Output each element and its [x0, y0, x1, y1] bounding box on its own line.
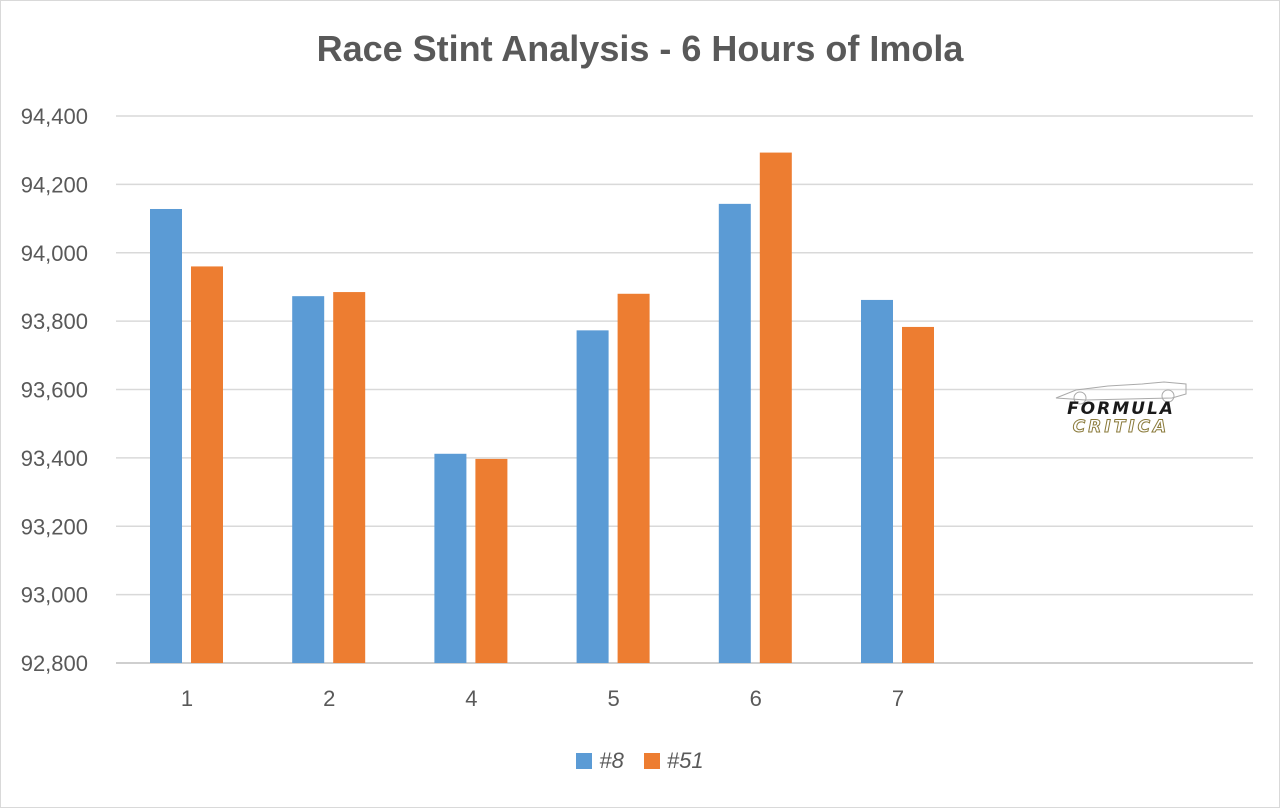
- legend-label-series-2: #51: [666, 748, 704, 773]
- bar-series-1: [576, 330, 609, 663]
- bar-series-1: [292, 296, 325, 663]
- bar-series-2: [333, 292, 366, 663]
- bar-series-1: [718, 203, 751, 663]
- x-tick-label: 4: [465, 686, 477, 711]
- race-car-icon: FORMULA CRITICA: [1055, 381, 1187, 436]
- legend-item-series-2: #51: [643, 748, 704, 774]
- y-tick-label: 94,400: [21, 104, 88, 129]
- legend-swatch-series-1: [576, 753, 593, 769]
- chart-title: Race Stint Analysis - 6 Hours of Imola: [316, 28, 964, 69]
- bar-series-1: [150, 208, 182, 664]
- legend: #8 #51: [0, 748, 1280, 774]
- x-tick-label: 6: [750, 686, 762, 711]
- legend-label-series-1: #8: [599, 748, 624, 773]
- x-tick-label: 5: [607, 686, 619, 711]
- bar-series-2: [759, 152, 792, 663]
- y-tick-label: 94,200: [21, 172, 88, 197]
- bar-series-1: [434, 453, 467, 663]
- x-tick-label: 7: [892, 686, 904, 711]
- logo-line-2: CRITICA: [1073, 417, 1169, 436]
- x-tick-label: 2: [323, 686, 335, 711]
- y-tick-label: 92,800: [21, 651, 88, 676]
- y-tick-label: 93,200: [21, 514, 88, 539]
- y-tick-label: 93,000: [21, 583, 88, 608]
- bar-series-2: [902, 326, 934, 663]
- y-tick-label: 93,800: [21, 309, 88, 334]
- bar-series-2: [475, 458, 508, 663]
- x-tick-label: 1: [181, 686, 193, 711]
- y-tick-label: 93,600: [21, 378, 88, 403]
- legend-swatch-series-2: [643, 753, 660, 769]
- bar-series-2: [617, 293, 650, 663]
- logo-line-1: FORMULA: [1067, 399, 1175, 419]
- y-tick-label: 93,400: [21, 446, 88, 471]
- legend-item-series-1: #8: [576, 748, 624, 774]
- formula-critica-logo: FORMULA CRITICA: [1046, 376, 1196, 436]
- bar-series-1: [861, 299, 893, 663]
- bar-series-2: [191, 266, 223, 663]
- y-tick-label: 94,000: [21, 241, 88, 266]
